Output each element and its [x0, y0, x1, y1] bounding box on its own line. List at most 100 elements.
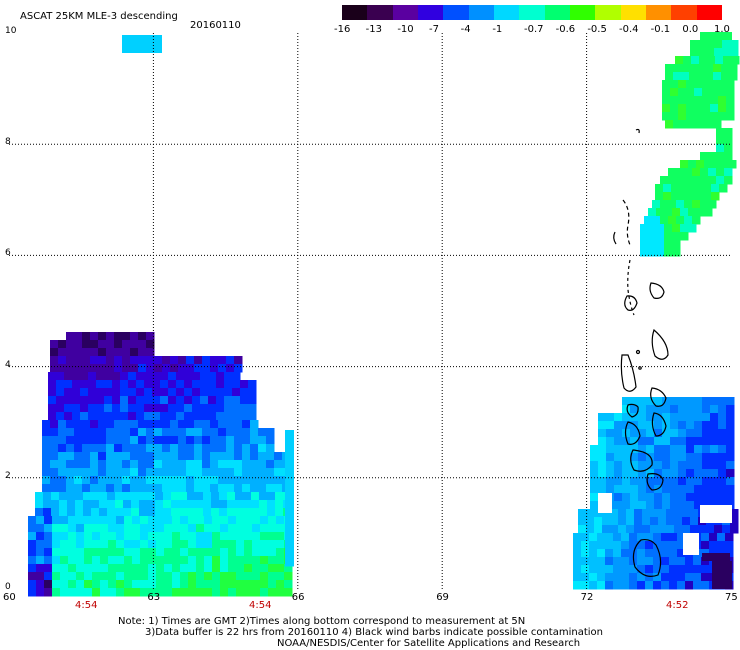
wind-cell	[606, 445, 615, 454]
wind-cell	[226, 436, 235, 445]
wind-cell	[104, 412, 113, 421]
wind-cell	[694, 413, 703, 422]
wind-cell	[686, 461, 695, 470]
wind-cell	[726, 493, 735, 502]
wind-cell	[234, 364, 243, 373]
wind-cell	[58, 460, 67, 469]
colorbar-swatch	[392, 5, 418, 20]
wind-cell	[621, 533, 630, 542]
wind-cell	[685, 573, 694, 582]
wind-cell	[672, 248, 681, 257]
wind-cell	[210, 460, 219, 469]
wind-cell	[210, 476, 219, 485]
wind-cell	[702, 469, 711, 478]
wind-cell	[75, 508, 84, 517]
wind-cell	[180, 548, 189, 557]
wind-cell	[687, 184, 696, 193]
wind-cell	[698, 40, 707, 49]
wind-cell	[702, 429, 711, 438]
wind-cell	[136, 388, 145, 397]
wind-cell	[716, 176, 725, 185]
wind-cell	[258, 428, 267, 437]
wind-cell	[124, 556, 133, 565]
wind-cell	[706, 525, 715, 534]
wind-cell	[168, 396, 177, 405]
wind-cell	[242, 460, 251, 469]
wind-cell	[74, 444, 83, 453]
wind-cell	[146, 476, 155, 485]
colorbar-label: -0.6	[555, 24, 576, 35]
wind-cell	[138, 468, 147, 477]
wind-cell	[594, 509, 603, 518]
wind-cell	[710, 485, 719, 494]
wind-cell	[116, 572, 125, 581]
wind-cell	[622, 453, 631, 462]
wind-cell	[180, 564, 189, 573]
wind-cell	[665, 120, 674, 129]
wind-cell	[138, 356, 147, 365]
wind-cell	[694, 405, 703, 414]
colorbar-label: -0.5	[587, 24, 607, 35]
wind-cell	[218, 452, 227, 461]
wind-cell	[692, 216, 701, 225]
wind-cell	[274, 460, 283, 469]
colorbar-label: 1.0	[714, 24, 730, 35]
wind-cell	[148, 572, 157, 581]
wind-cell	[91, 508, 100, 517]
wind-cell	[148, 588, 157, 597]
wind-cell	[220, 556, 229, 565]
wind-cell	[91, 492, 100, 501]
wind-cell	[655, 192, 664, 201]
wind-cell	[90, 340, 99, 349]
wind-cell	[252, 540, 261, 549]
wind-cell	[148, 580, 157, 589]
wind-cell	[98, 468, 107, 477]
wind-cell	[116, 548, 125, 557]
wind-cell	[697, 120, 706, 129]
wind-cell	[100, 516, 109, 525]
wind-cell	[669, 533, 678, 542]
wind-cell	[148, 548, 157, 557]
wind-cell	[285, 518, 294, 527]
wind-cell	[598, 453, 607, 462]
wind-cell	[140, 556, 149, 565]
wind-cell	[622, 501, 631, 510]
wind-cell	[694, 429, 703, 438]
wind-cell	[84, 524, 93, 533]
wind-cell	[194, 476, 203, 485]
wind-cell	[268, 516, 277, 525]
wind-cell	[186, 484, 195, 493]
wind-cell	[156, 564, 165, 573]
wind-cell	[50, 428, 59, 437]
wind-cell	[654, 421, 663, 430]
wind-cell	[184, 404, 193, 413]
wind-cell	[90, 436, 99, 445]
wind-cell	[162, 436, 171, 445]
wind-cell	[590, 461, 599, 470]
wind-cell	[122, 35, 162, 53]
wind-cell	[108, 524, 117, 533]
wind-cell	[724, 168, 733, 177]
wind-cell	[285, 502, 294, 511]
wind-cell	[266, 452, 275, 461]
wind-cell	[586, 509, 595, 518]
wind-cell	[194, 468, 203, 477]
wind-cell	[710, 104, 719, 113]
wind-cell	[677, 541, 686, 550]
wind-cell	[68, 540, 77, 549]
wind-cell	[162, 468, 171, 477]
wind-cell	[712, 561, 732, 589]
wind-cell	[646, 405, 655, 414]
wind-cell	[724, 128, 733, 137]
wind-cell	[76, 564, 85, 573]
wind-cell	[662, 112, 671, 121]
wind-cell	[679, 184, 688, 193]
wind-cell	[637, 533, 646, 542]
wind-cell	[702, 437, 711, 446]
wind-cell	[646, 485, 655, 494]
maldives-coastline	[613, 128, 669, 577]
wind-cell	[146, 348, 155, 357]
wind-cell	[80, 372, 89, 381]
wind-cell	[52, 540, 61, 549]
wind-cell	[646, 445, 655, 454]
